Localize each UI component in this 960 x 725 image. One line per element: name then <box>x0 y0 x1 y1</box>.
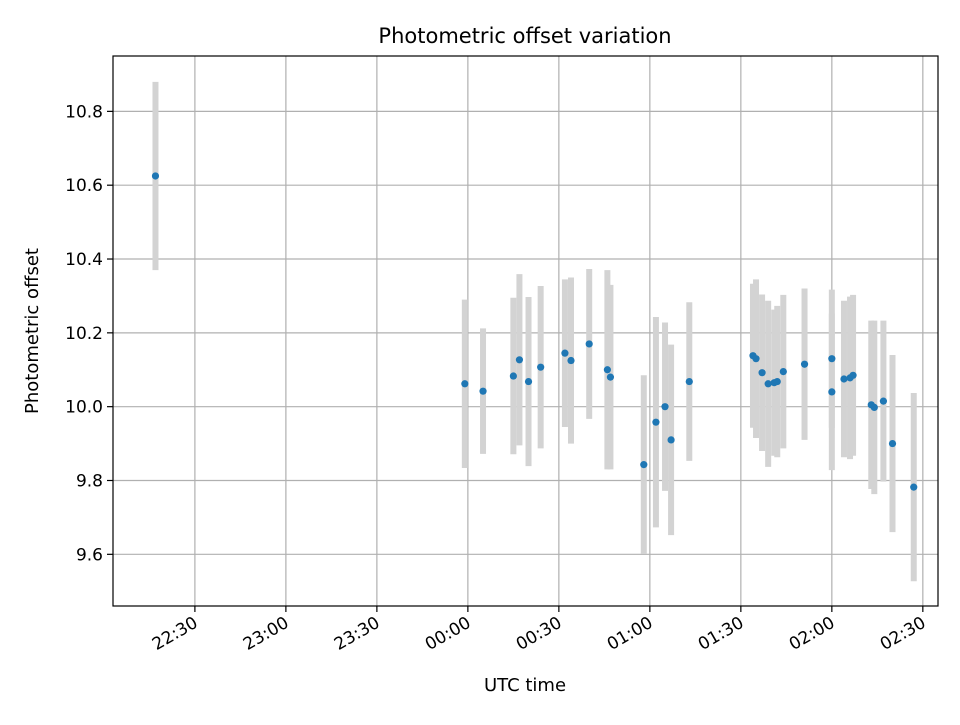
data-point <box>606 373 615 381</box>
data-point <box>567 356 575 365</box>
y-tick-label: 10.4 <box>65 250 103 270</box>
data-point <box>752 355 760 363</box>
plot-frame <box>112 55 939 607</box>
y-tick-label: 10.0 <box>65 398 103 418</box>
data-point <box>585 340 593 348</box>
x-axis-title: UTC time <box>484 675 566 696</box>
data-point <box>828 388 836 396</box>
data-point <box>773 377 781 386</box>
grid <box>113 56 938 606</box>
data-point <box>685 377 693 386</box>
data-points <box>151 172 918 491</box>
chart-title: Photometric offset variation <box>378 24 671 48</box>
data-point <box>764 380 772 388</box>
y-tick-label: 9.8 <box>76 471 103 491</box>
data-point <box>515 356 524 364</box>
data-point <box>640 461 648 469</box>
data-point <box>870 403 878 412</box>
data-point <box>758 369 766 377</box>
data-point <box>461 380 469 388</box>
y-axis-title: Photometric offset <box>22 248 43 414</box>
data-point <box>800 360 809 368</box>
y-tick-label: 10.2 <box>65 324 103 344</box>
data-point <box>849 371 857 379</box>
data-point <box>879 397 888 405</box>
data-point <box>888 439 897 448</box>
data-point <box>828 355 836 363</box>
plot-area <box>113 56 938 606</box>
data-point <box>840 375 848 383</box>
data-point <box>561 349 569 357</box>
data-point <box>910 483 918 491</box>
data-point <box>479 387 487 395</box>
data-point <box>652 418 660 426</box>
data-point <box>524 377 533 386</box>
data-point <box>661 403 669 411</box>
y-tick-label: 9.6 <box>76 545 103 565</box>
data-point <box>779 368 787 376</box>
data-point <box>509 372 517 380</box>
y-tick-label: 10.8 <box>65 102 103 122</box>
data-point <box>537 363 545 371</box>
data-point <box>667 436 675 444</box>
data-point <box>603 366 611 374</box>
data-point <box>151 172 160 180</box>
y-axis: 9.6 9.8 10.0 10.2 10.4 10.6 10.8 <box>65 102 113 565</box>
y-tick-label: 10.6 <box>65 176 103 196</box>
